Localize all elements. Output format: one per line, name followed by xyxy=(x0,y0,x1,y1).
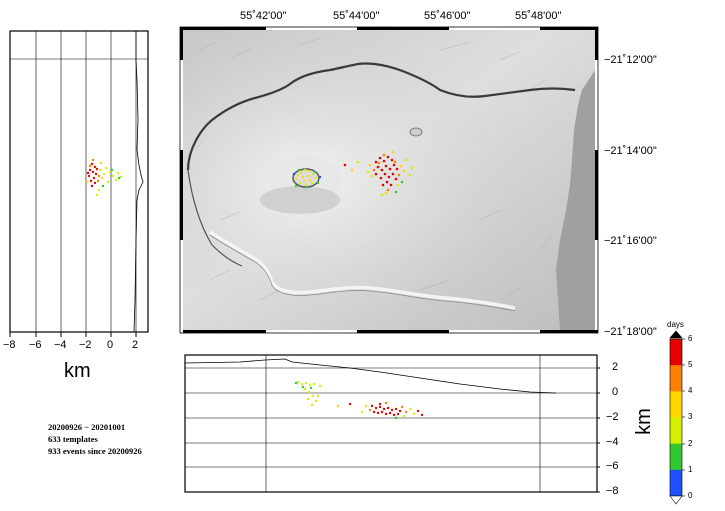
ns-tick-label: −6 xyxy=(606,460,619,472)
colorbar-band xyxy=(670,443,682,471)
colorbar-tick: 3 xyxy=(688,412,693,421)
summit-event-cluster xyxy=(292,168,322,189)
longitude-label: 55˚46'00" xyxy=(424,10,471,22)
ns-tick-label: −2 xyxy=(606,411,619,423)
colorbar-band xyxy=(670,391,682,418)
ns-tick-label: 2 xyxy=(612,361,619,373)
latitude-label: −21˚16'00" xyxy=(604,235,657,247)
colorbar xyxy=(669,330,685,505)
ns-event-cluster-summit xyxy=(294,380,352,408)
ns-tick-label: −4 xyxy=(606,436,619,448)
colorbar-tick: 5 xyxy=(688,360,693,369)
colorbar-tick: 4 xyxy=(688,386,693,395)
colorbar-band xyxy=(670,339,682,366)
colorbar-tick: 0 xyxy=(688,491,693,500)
ns-axis-label: km xyxy=(632,408,655,435)
colorbar-band xyxy=(670,417,682,444)
ns-tick-label: 0 xyxy=(612,386,619,398)
colorbar-tick: 2 xyxy=(688,439,693,448)
date-range: 20200926 − 20201001 xyxy=(48,422,126,432)
ew-tick-label: −2 xyxy=(79,339,92,351)
colorbar-band xyxy=(670,365,682,392)
latitude-label: −21˚14'00" xyxy=(604,145,657,157)
ew-axis-label: km xyxy=(64,360,91,382)
longitude-label: 55˚48'00" xyxy=(515,10,562,22)
ew-tick-label: −6 xyxy=(29,339,42,351)
ew-event-cluster xyxy=(85,158,123,197)
ns-tick-label: −8 xyxy=(606,485,619,497)
latitude-label: −21˚18'00" xyxy=(604,326,657,338)
info-block: 20200926 − 20201001 633 templates 933 ev… xyxy=(48,421,142,457)
ew-tick-label: −8 xyxy=(3,339,16,351)
template-count: 633 templates xyxy=(48,434,98,444)
colorbar-band xyxy=(670,469,682,497)
longitude-label: 55˚44'00" xyxy=(333,10,380,22)
ns-event-cluster-east xyxy=(360,401,424,420)
longitude-label: 55˚42'00" xyxy=(240,10,287,22)
latitude-label: −21˚12'00" xyxy=(604,54,657,66)
event-count: 933 events since 20200926 xyxy=(48,446,142,456)
map-frame xyxy=(179,26,599,334)
ns-depth-section xyxy=(184,354,600,493)
east-event-cluster xyxy=(343,150,414,197)
colorbar-title: days xyxy=(667,320,684,329)
colorbar-tick: 6 xyxy=(688,334,693,343)
colorbar-tick: 1 xyxy=(688,465,693,474)
ew-tick-label: 0 xyxy=(107,339,114,351)
ew-tick-label: −4 xyxy=(54,339,67,351)
ew-tick-label: 2 xyxy=(132,339,139,351)
ew-depth-section xyxy=(9,30,149,337)
